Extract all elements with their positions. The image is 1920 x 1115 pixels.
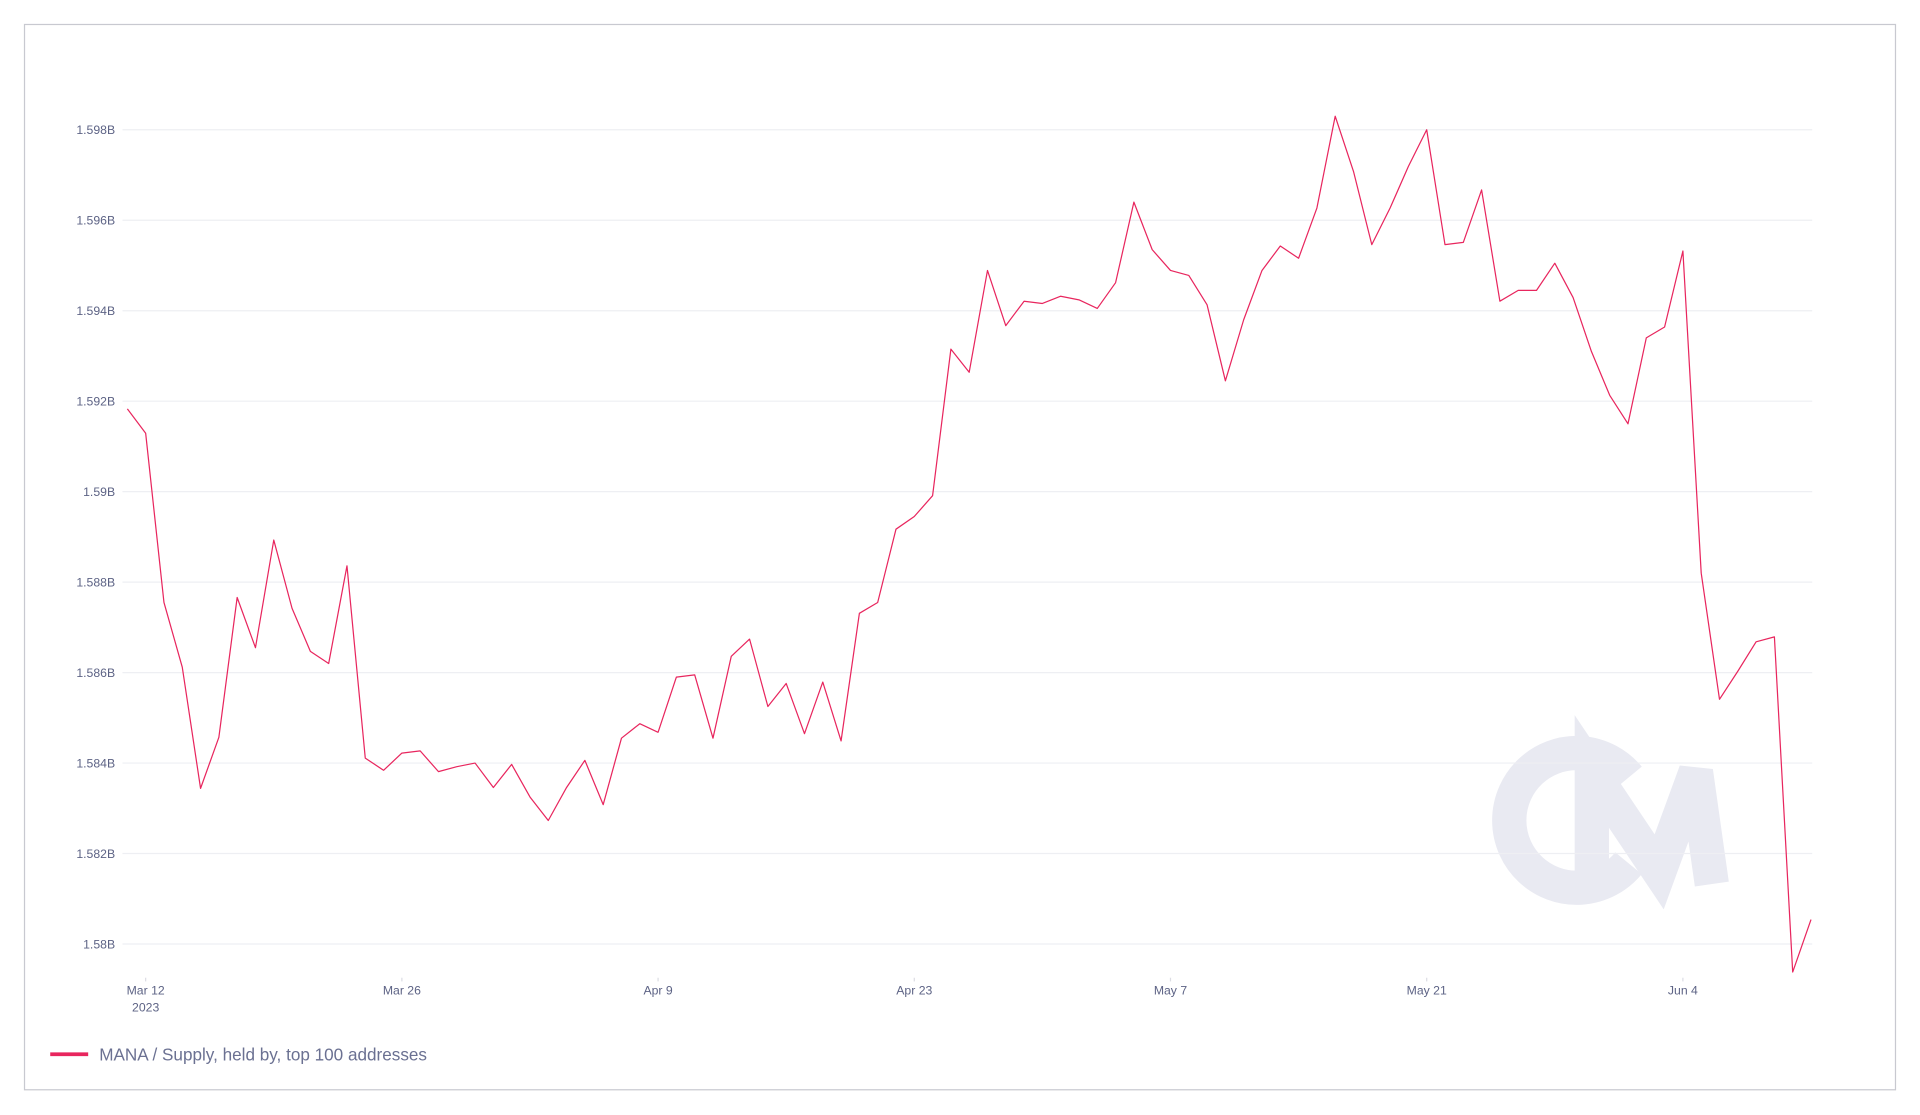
x-tick-label: Mar 26 <box>383 983 421 997</box>
x-tick-sublabel: 2023 <box>132 1000 159 1014</box>
y-tick-label: 1.59B <box>83 485 115 499</box>
y-tick-label: 1.592B <box>76 394 115 408</box>
y-tick-label: 1.586B <box>76 666 115 680</box>
y-tick-label: 1.596B <box>76 214 115 228</box>
x-tick-label: Apr 23 <box>896 983 932 997</box>
x-tick-label: May 7 <box>1154 983 1188 997</box>
x-tick-label: Jun 4 <box>1668 983 1698 997</box>
x-tick-label: Mar 12 <box>127 983 165 997</box>
watermark-m <box>1574 715 1729 910</box>
x-tick-label: Apr 9 <box>643 983 672 997</box>
y-tick-label: 1.594B <box>76 304 115 318</box>
data-line <box>126 115 1812 973</box>
watermark <box>1492 715 1729 910</box>
y-tick-label: 1.598B <box>76 123 115 137</box>
y-tick-label: 1.58B <box>83 937 115 951</box>
y-tick-label: 1.588B <box>76 575 115 589</box>
chart-frame <box>23 23 1897 1091</box>
legend-label: MANA / Supply, held by, top 100 addresse… <box>99 1044 427 1064</box>
x-tick-label: May 21 <box>1407 983 1447 997</box>
y-tick-label: 1.584B <box>76 756 115 770</box>
y-tick-label: 1.582B <box>76 847 115 861</box>
